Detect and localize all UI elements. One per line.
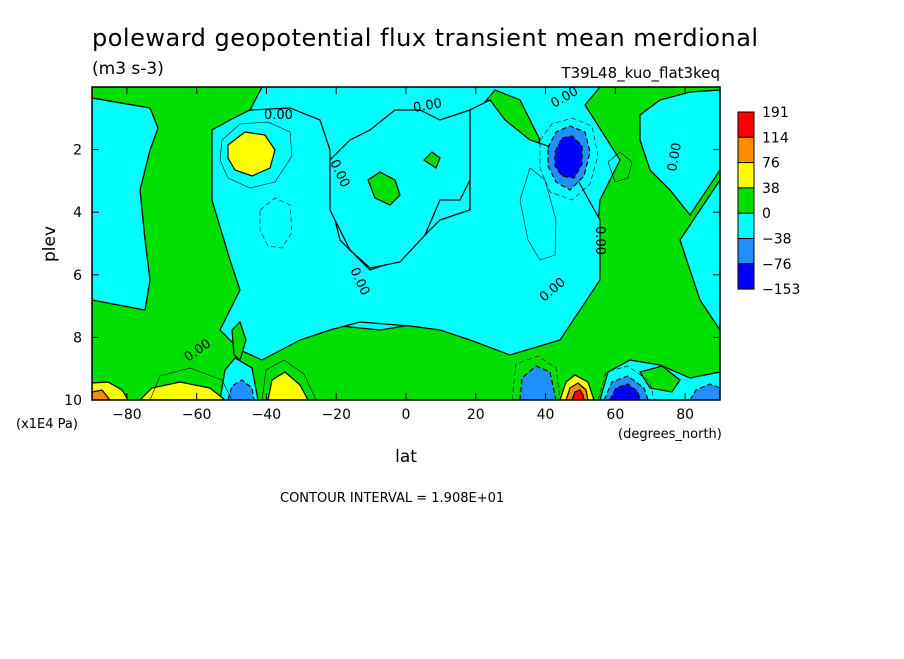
x-axis-title: lat [395,447,417,467]
contour-dashed-sh-mid [259,197,293,249]
interior-contours [149,117,655,400]
orange-max-sh-lowpole [92,389,111,400]
contour-label: 0.00 [665,142,685,173]
colorbar-label: 0 [762,206,771,222]
colorbar-swatch [737,263,755,290]
positive-max-sh-low [139,381,226,400]
x-tick-label: 20 [467,407,485,423]
contour-dashed-nh-lowpole [597,365,655,400]
colorbar-swatch [737,136,755,164]
contour-interval-label: CONTOUR INTERVAL = 1.908E+01 [280,491,504,506]
contour-dashed-nh-upper [539,117,599,201]
strong-positive-maxima [92,382,589,400]
y-tick-label: 6 [73,268,82,284]
colorbar-label: −76 [762,257,792,273]
colorbar-swatch [737,162,755,189]
blue-min-nh-low [519,365,557,400]
chart-units: (m3 s-3) [92,59,164,79]
y-axis: 2 4 6 8 10 [64,143,720,409]
y-tick-label: 10 [64,393,82,409]
contour-field [92,87,720,400]
x-tick-label: −60 [182,407,212,423]
chart-title: poleward geopotential flux transient mea… [92,24,759,52]
colorbar-label: 114 [762,130,789,146]
contour-label: 0.00 [592,226,607,255]
x-tick-label: 60 [606,407,624,423]
negative-region-nh-polar [639,89,720,217]
colorbar-swatch [737,111,755,138]
x-tick-label: 80 [676,407,694,423]
y-tick-label: 8 [73,330,82,346]
positive-island-equator [367,171,401,206]
y-tick-label: 2 [73,143,82,159]
x-tick-label: 0 [402,407,411,423]
positive-island-low [639,365,681,393]
contour-solid-sh-upper [219,121,293,189]
y-axis-units: (x1E4 Pa) [16,417,78,432]
contour-dashed-nh-low [511,355,561,400]
positive-islands [231,151,681,393]
colorbar-label: −38 [762,232,792,248]
negative-region-sh-upper [92,97,159,311]
negative-region-equatorial [329,109,471,269]
contour-solid-sh-low [149,367,233,400]
x-tick-label: −80 [112,407,142,423]
colorbar-swatch [737,212,755,239]
positive-island-sh [231,320,247,362]
x-axis-units: (degrees_north) [618,427,722,442]
x-axis: −80 −60 −40 −20 0 20 40 60 80 [112,87,694,423]
contour-label: 0.00 [264,108,293,123]
darkblue-min-nh-lowpole [609,383,641,400]
x-tick-label: −40 [252,407,282,423]
positive-max-sh-upper [227,131,276,177]
colorbar-swatch [737,238,755,265]
contour-solid-nh-mid [519,167,557,261]
red-max-nh-low [571,389,585,400]
negative-minima [227,125,720,400]
negative-regions [92,89,720,400]
y-tick-label: 4 [73,205,82,221]
x-tick-label: −20 [321,407,351,423]
colorbar-swatch [737,187,755,214]
darkblue-min-nh-upper [554,135,583,179]
contour-solid-nh-upper [607,151,633,183]
positive-max-sh-lowmid [267,371,309,400]
x-tick-label: 40 [537,407,555,423]
colorbar-label: 76 [762,156,780,172]
blue-min-sh-low [227,379,255,400]
contour-label: 0.00 [412,96,443,116]
colorbar: 191 114 76 38 0 −38 −76 −153 [737,105,800,298]
colorbar-label: 191 [762,105,789,121]
y-axis-title: plev [40,226,60,262]
blue-min-nh-pole [689,383,720,400]
contour-solid-sh-lowmid [261,359,317,400]
positive-island-nh [423,151,441,169]
experiment-label: T39L48_kuo_flat3keq [560,64,720,83]
colorbar-label: 38 [762,181,780,197]
colorbar-label: −153 [762,282,800,298]
